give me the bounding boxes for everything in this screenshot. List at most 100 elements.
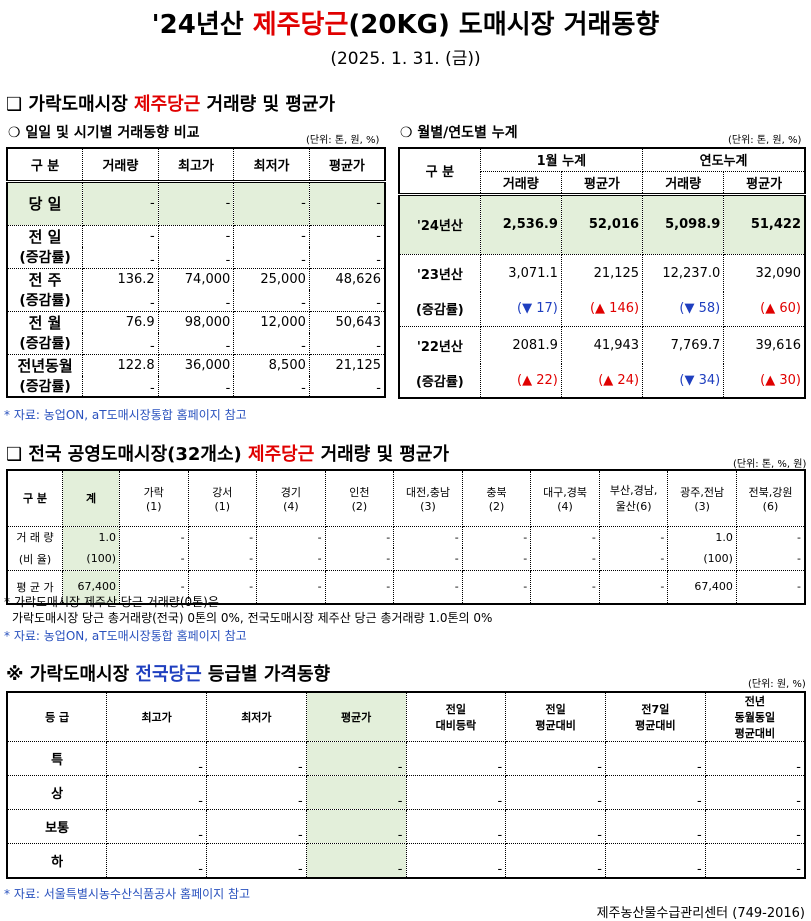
header-line: 평균대비	[535, 719, 576, 732]
change-cell: -	[82, 247, 159, 269]
value-cell: -	[256, 525, 326, 548]
section1-heading: ❑ 가락도매시장 제주당근 거래량 및 평균가	[6, 90, 335, 116]
grade-label: 특	[6, 741, 108, 776]
change-cell: (▼ 34)	[642, 364, 725, 399]
value-cell: -	[324, 525, 395, 548]
cumulative-table: 구 분 1월 누계 연도누계 거래량 평균가 거래량 평균가 '24년산 2,536.9 52,0…	[398, 147, 806, 399]
change-cell: -	[157, 376, 235, 398]
table-row: (비 율) (100) - - - - - - - - (100) -	[6, 548, 806, 571]
s1-right-title: ❍ 월별/연도별 누계	[400, 125, 518, 141]
value-cell: -	[157, 224, 235, 247]
s2-hl: 제주당근	[248, 444, 315, 465]
change-cell: -	[233, 376, 310, 398]
header-line: 등 급	[45, 711, 70, 724]
s1-hl: 제주당근	[134, 94, 201, 115]
value-cell: -	[119, 569, 189, 605]
title-prefix: '24년산	[151, 10, 253, 40]
table-row: 하-------	[6, 843, 806, 878]
header-line: 최고가	[141, 711, 172, 724]
row-sublabel: (증감률)	[6, 290, 84, 312]
header-line: 전7일	[641, 703, 670, 716]
value-cell: -	[187, 525, 258, 548]
header-line: 평균가	[340, 711, 372, 724]
value-cell: -	[233, 180, 310, 226]
header-line: (4)	[557, 499, 573, 513]
s2-unit: (단위: 톤, %, 원)	[733, 459, 807, 470]
value-cell: -	[82, 224, 159, 247]
change-cell: (▲ 30)	[723, 364, 806, 399]
change-cell: -	[233, 247, 310, 269]
table-row: (증감률) - - - -	[6, 333, 386, 355]
s2-post: 거래량 및 평균가	[314, 444, 450, 465]
header-line: (1)	[214, 499, 231, 513]
s3-post: 등급별 가격동향	[201, 664, 331, 685]
column-header: 평균가	[308, 147, 386, 183]
header-line: 가락	[143, 485, 164, 499]
row-sublabel: (증감률)	[398, 364, 481, 399]
value-cell: -	[308, 180, 386, 226]
row-sublabel: (증감률)	[6, 376, 84, 398]
value-cell: 76.9	[82, 310, 159, 333]
market-header: 경기 (4)	[256, 469, 326, 527]
change-cell: -	[82, 290, 159, 312]
change-cell: -	[82, 376, 159, 398]
table-row: 상-------	[6, 775, 806, 810]
column-header: 최저가	[233, 147, 310, 183]
value-cell: 12,000	[233, 310, 310, 333]
column-header: 구 분	[6, 147, 84, 183]
value-cell: 51,422	[723, 193, 806, 255]
value-cell: -	[106, 775, 207, 810]
value-cell: 1.0	[62, 525, 120, 548]
table-row: (증감률) (▼ 17) (▲ 146) (▼ 58) (▲ 60)	[398, 292, 806, 327]
s1-source: * 자료: 농업ON, aT도매시장통합 홈페이지 참고	[4, 408, 247, 422]
row-label: 전 월	[6, 310, 84, 333]
value-cell: 2,536.9	[479, 193, 562, 255]
market-header: 가락 (1)	[119, 469, 189, 527]
value-cell: -	[106, 741, 207, 776]
table-row: 특-------	[6, 741, 806, 776]
table-row: 구 분 계 가락 (1) 강서 (1) 경기 (4) 인천 (2) 대전,충남 (3) 충북 (2) 대구,…	[6, 469, 806, 527]
value-cell: -	[405, 809, 507, 844]
value-cell: -	[119, 548, 189, 571]
value-cell: -	[187, 569, 258, 605]
value-cell: -	[735, 548, 806, 571]
value-cell: 48,626	[308, 267, 386, 290]
header-line: 대구,경북	[543, 485, 588, 499]
value-cell: -	[605, 775, 706, 810]
value-cell: 67,400	[62, 569, 120, 605]
change-cell: -	[308, 290, 386, 312]
header-line: 충북	[486, 485, 507, 499]
column-header: 최저가	[206, 691, 307, 742]
value-cell: -	[735, 525, 806, 548]
column-header: 평균가	[305, 691, 407, 742]
change-cell: (▲ 22)	[479, 364, 562, 399]
s3-source: * 자료: 서울특별시농수산식품공사 홈페이지 참고	[4, 887, 251, 901]
section2-heading: ❑ 전국 공영도매시장(32개소) 제주당근 거래량 및 평균가	[6, 440, 449, 466]
value-cell: -	[106, 843, 207, 878]
row-sublabel: (증감률)	[6, 333, 84, 355]
value-cell: -	[704, 843, 806, 878]
value-cell: -	[324, 569, 395, 605]
header-line: (6)	[762, 499, 779, 513]
change-cell: -	[308, 376, 386, 398]
page-title: '24년산 제주당근(20KG) 도매시장 거래동향	[0, 4, 811, 41]
header-line: 부산,경남,	[609, 484, 658, 498]
column-header: 거래량	[82, 147, 159, 183]
header-line: 광주,전남	[680, 485, 725, 499]
s3-hl: 전국당근	[135, 664, 202, 685]
value-cell: -	[305, 843, 407, 878]
value-cell: -	[308, 224, 386, 247]
change-cell: (▲ 146)	[560, 292, 644, 327]
header-line: 울산(6)	[615, 500, 652, 514]
value-cell: -	[704, 741, 806, 776]
header-line: 전일	[545, 703, 566, 716]
change-cell: (▲ 60)	[723, 292, 806, 327]
value-cell: 50,643	[308, 310, 386, 333]
header-line: 평균대비	[635, 719, 676, 732]
row-label: '24년산	[398, 193, 481, 255]
header-line: 전일	[445, 703, 466, 716]
value-cell: -	[106, 809, 207, 844]
